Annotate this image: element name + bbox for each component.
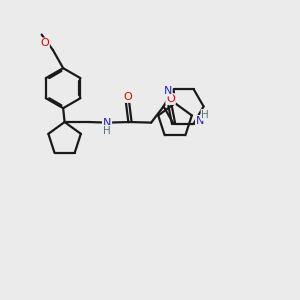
Text: O: O bbox=[166, 94, 175, 104]
Text: N: N bbox=[196, 116, 204, 126]
Text: N: N bbox=[164, 85, 172, 96]
Text: O: O bbox=[123, 92, 132, 102]
Text: H: H bbox=[103, 126, 111, 136]
Text: O: O bbox=[40, 38, 49, 48]
Text: H: H bbox=[202, 110, 209, 120]
Text: N: N bbox=[103, 118, 111, 128]
